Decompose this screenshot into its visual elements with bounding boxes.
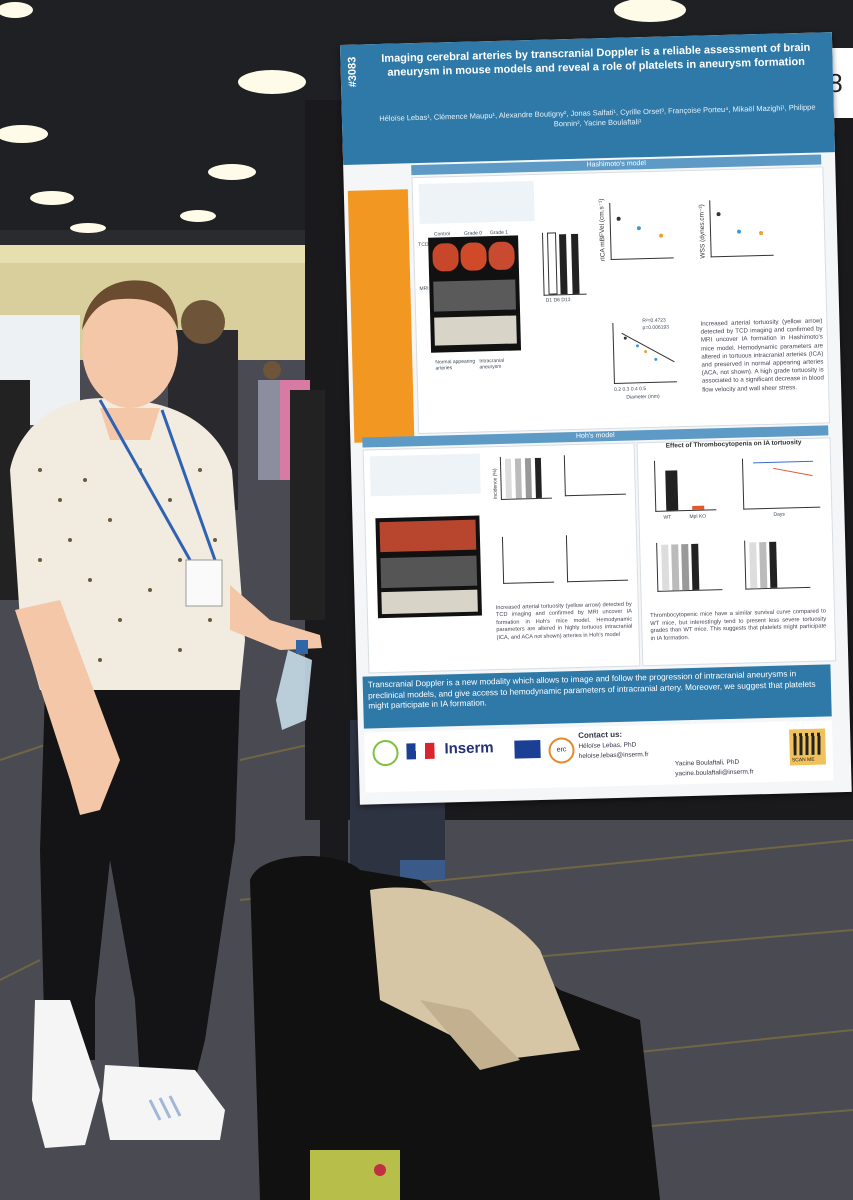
wss-axis-label: WSS (dynes.cm⁻²)	[698, 204, 707, 259]
poster-title-banner: #3083 Imaging cerebral arteries by trans…	[340, 32, 835, 165]
thrombo-description: Thrombocytopenic mice have a similar sur…	[649, 608, 827, 642]
poster-title: Imaging cerebral arteries by transcrania…	[381, 41, 811, 79]
control-label: Control	[433, 231, 451, 238]
hashimoto-panel: TCD MRI Control Grade 0 Grade 1 Normal a…	[411, 166, 831, 435]
institution-logo	[372, 739, 399, 767]
contact-label: Contact us:	[578, 729, 623, 741]
poster-authors: Héloïse Lebas¹, Clémence Maupu¹, Alexand…	[379, 102, 816, 129]
diameter-axis-label: Diameter (mm)	[626, 393, 660, 401]
thrombocytopenia-panel: Effect of Thrombocytopenia on IA tortuos…	[636, 437, 837, 667]
poster-number: #3083	[346, 56, 360, 88]
p-value: p=0.006193	[642, 324, 670, 332]
diameter-ticks: 0.2 0.3 0.4 0.5	[614, 386, 647, 393]
qr-label: SCAN ME	[791, 756, 815, 764]
hoh-description: Increased arterial tortuosity (yellow ar…	[495, 601, 633, 641]
mri-label: MRI	[419, 285, 429, 293]
contact-1-name: Héloïse Lebas, PhD	[578, 741, 637, 750]
erc-logo: erc	[548, 737, 575, 764]
thrombo-title: Effect of Thrombocytopenia on IA tortuos…	[665, 439, 802, 450]
rica-axis-label: rICA mBFVel (cm.s⁻¹)	[598, 198, 607, 262]
inserm-logo: Inserm	[444, 739, 494, 758]
hoh-incidence-axis: Incidence (%)	[492, 468, 499, 500]
tcd-label: TCD	[418, 241, 429, 249]
hoh-scatter-chart	[501, 535, 555, 584]
wss-chart	[709, 198, 774, 258]
intracranial-aneurysm-label: Intracranial aneurysm	[479, 357, 505, 371]
grade1-label: Grade 1	[489, 229, 509, 237]
wt-grade-chart	[656, 541, 723, 592]
contact-2-email: yacine.boulaftali@inserm.fr	[675, 768, 754, 778]
hoh-panel: Incidence (%) Increased arterial tortuos…	[362, 442, 641, 674]
rica-velocity-chart	[609, 201, 674, 260]
incidence-chart	[541, 231, 587, 296]
contact-1-email: heloise.lebas@inserm.fr	[578, 751, 649, 760]
hoh-image-grid	[375, 515, 482, 619]
days-label: Days	[773, 511, 785, 518]
platelet-count-chart	[653, 459, 717, 512]
french-republic-logo	[406, 742, 435, 760]
grade0-label: Grade 0	[463, 230, 483, 237]
mplko-grade-chart	[744, 538, 811, 590]
mplko-label: Mpl KO	[689, 513, 707, 521]
hoh-wss-chart	[565, 533, 629, 583]
scientific-poster: #3083 Imaging cerebral arteries by trans…	[340, 32, 852, 805]
eu-flag-logo	[514, 739, 541, 759]
r2-value: R²=0.4723	[642, 317, 666, 325]
qr-code: SCAN ME	[789, 728, 827, 766]
normal-arteries-label: Normal appearing arteries	[435, 358, 476, 372]
timeline-schematic	[418, 180, 535, 224]
incidence-ticks: D1 D6 D13	[545, 297, 571, 304]
footer-logos: Inserm erc Contact us: Héloïse Lebas, Ph…	[364, 720, 834, 793]
hoh-velocity-chart	[563, 453, 626, 497]
hashimoto-description: Increased arterial tortuosity (yellow ar…	[700, 317, 824, 394]
hoh-timeline	[369, 453, 481, 497]
survival-chart	[741, 456, 821, 510]
tcd-mri-image-grid	[428, 235, 522, 353]
conclusion-banner: Transcranial Doppler is a new modality w…	[362, 664, 832, 729]
contact-2-name: Yacine Boulaftali, PhD	[674, 758, 740, 768]
hoh-incidence-chart	[499, 455, 552, 500]
introduction-column	[347, 189, 415, 443]
wt-label: WT	[663, 514, 672, 521]
